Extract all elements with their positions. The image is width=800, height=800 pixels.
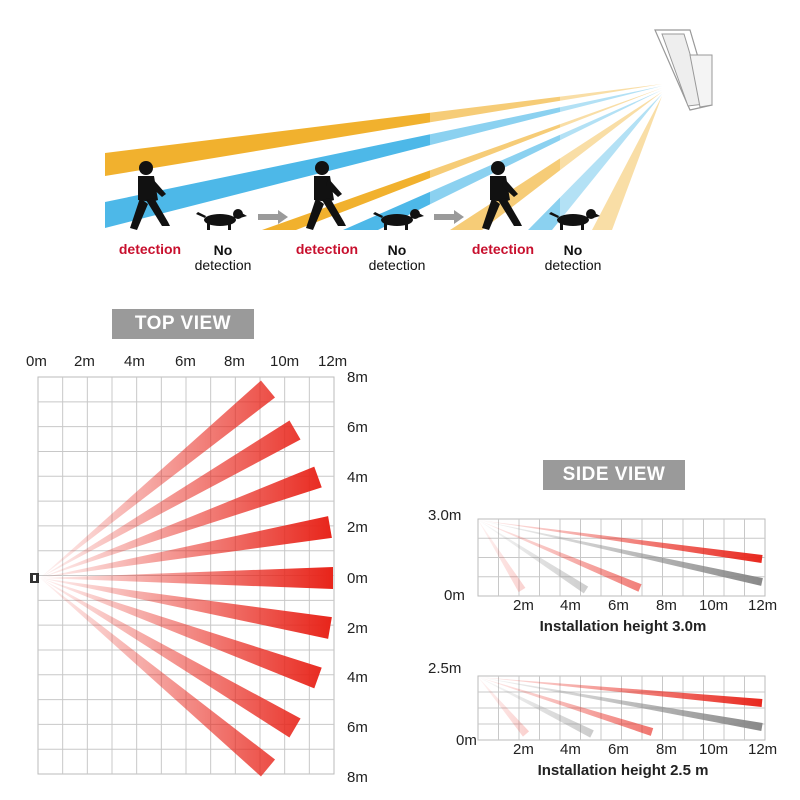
side1-top-label: 3.0m (428, 507, 462, 524)
arrow-right-icon (258, 210, 288, 224)
no-detection-label-3: No detection (544, 242, 602, 273)
side-view-beam (478, 677, 594, 738)
top-view-x-tick: 8m (224, 353, 245, 370)
side1-bottom-label: 0m (444, 587, 465, 604)
side-view-beam (478, 677, 654, 736)
sensor-device (654, 29, 713, 111)
top-view-beam (40, 466, 322, 578)
top-view-beams (40, 380, 333, 777)
side2-bottom-label: 0m (456, 732, 477, 749)
side-view-panel-2 (477, 675, 766, 741)
top-view-beam (40, 420, 301, 578)
dog-icon (196, 209, 247, 230)
side2-x-tick: 2m (513, 741, 534, 758)
side-view-beam (478, 677, 530, 737)
top-view-beam (40, 567, 333, 589)
no-detection-label-1: No detection (194, 242, 252, 273)
figures (130, 161, 600, 230)
beam-orange (105, 84, 662, 176)
top-view-beam (40, 578, 322, 689)
top-view-sensor (30, 573, 39, 583)
side2-x-tick: 8m (656, 741, 677, 758)
side2-caption: Installation height 2.5 m (537, 762, 709, 779)
side2-top-label: 2.5m (428, 660, 462, 677)
dog-icon (549, 209, 600, 230)
top-view-y-tick: 2m (347, 620, 368, 637)
side-view-beam (478, 677, 763, 707)
walking-person-icon (306, 161, 346, 230)
beam-blue (105, 86, 662, 228)
beam-blue (528, 94, 662, 230)
top-view-y-tick: 8m (347, 369, 368, 386)
side2-x-tick: 4m (560, 741, 581, 758)
side-view-title: SIDE VIEW (543, 460, 685, 490)
top-view-y-tick: 2m (347, 519, 368, 536)
beam-blue (343, 90, 662, 230)
side1-x-tick: 6m (608, 597, 629, 614)
top-view-y-tick: 4m (347, 469, 368, 486)
top-view-beam (40, 516, 332, 578)
side-view-beam (478, 520, 526, 593)
side-view-beam (478, 677, 763, 731)
top-view-x-tick: 0m (26, 353, 47, 370)
top-view-beam (40, 578, 332, 639)
detection-label-2: detection (295, 241, 359, 257)
side-view-beam (478, 520, 763, 563)
side1-x-tick: 10m (699, 597, 729, 614)
beam-fan (105, 70, 662, 240)
top-view-x-tick: 12m (318, 353, 348, 370)
walking-person-icon (482, 161, 522, 230)
no-detection-label-2: No detection (368, 242, 426, 273)
top-view-y-tick: 6m (347, 719, 368, 736)
side1-x-tick: 8m (656, 597, 677, 614)
top-view-y-tick: 4m (347, 669, 368, 686)
top-view-beam (40, 578, 276, 777)
top-view-y-tick: 6m (347, 419, 368, 436)
side1-x-tick: 2m (513, 597, 534, 614)
side2-x-tick: 10m (699, 741, 729, 758)
dog-icon (373, 209, 424, 230)
top-view-beam (40, 380, 276, 578)
top-view-title: TOP VIEW (112, 309, 254, 339)
detection-label-1: detection (118, 241, 182, 257)
top-view-y-tick: 8m (347, 769, 368, 786)
side1-caption: Installation height 3.0m (539, 618, 707, 635)
beam-orange (262, 88, 662, 230)
side2-x-tick: 6m (608, 741, 629, 758)
top-view-x-tick: 4m (124, 353, 145, 370)
side1-x-tick: 4m (560, 597, 581, 614)
beam-orange (592, 96, 662, 230)
walking-person-icon (130, 161, 170, 230)
detection-label-3: detection (471, 241, 535, 257)
top-view-beam (40, 578, 301, 738)
side-view-panel-1 (477, 518, 766, 597)
top-view-y-tick: 0m (347, 570, 368, 587)
side-view-beam (478, 520, 642, 592)
side1-x-tick: 12m (748, 597, 778, 614)
side2-x-tick: 12m (748, 741, 778, 758)
top-view-x-tick: 10m (270, 353, 300, 370)
side-view-beam (478, 520, 589, 594)
top-view-x-tick: 6m (175, 353, 196, 370)
arrow-right-icon (434, 210, 464, 224)
top-view-x-tick: 2m (74, 353, 95, 370)
side-view-beam (478, 520, 763, 586)
